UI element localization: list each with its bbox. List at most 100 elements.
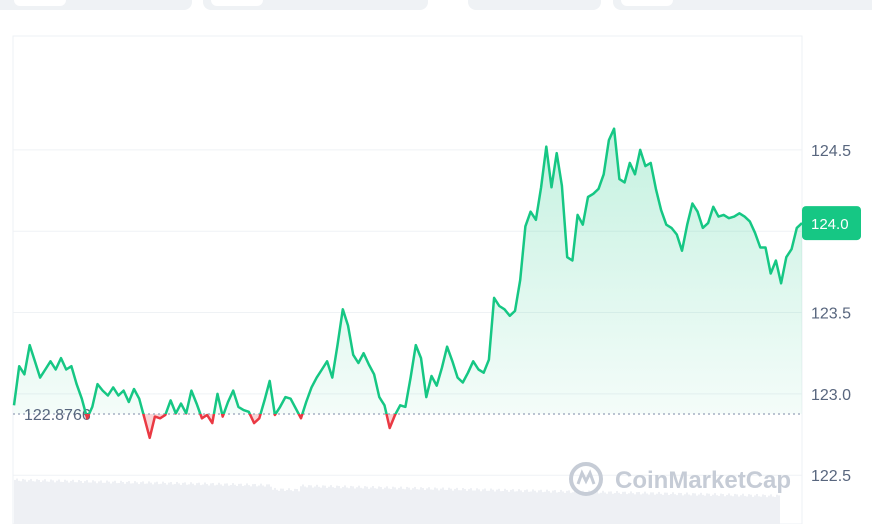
volume-bar: [72, 479, 74, 524]
volume-bar: [730, 495, 732, 524]
current-price-badge: 124.0: [802, 206, 861, 241]
tab-active-pill[interactable]: [621, 0, 673, 6]
volume-bar: [480, 491, 482, 524]
volume-bar: [278, 490, 280, 524]
volume-bar: [324, 485, 326, 524]
area-below-reference: [85, 413, 396, 438]
volume-bar: [164, 483, 166, 524]
volume-bar: [418, 489, 420, 524]
volume-bar: [538, 490, 540, 524]
volume-bar: [196, 483, 198, 524]
tab-group-2[interactable]: [203, 0, 428, 10]
volume-bar: [312, 487, 314, 524]
volume-bar: [446, 490, 448, 524]
volume-bar: [378, 486, 380, 524]
volume-bar: [294, 488, 296, 524]
volume-bar: [454, 488, 456, 524]
tab-active-pill[interactable]: [211, 0, 263, 6]
volume-bar: [518, 489, 520, 524]
area-above-reference: [14, 128, 802, 414]
volume-bar: [64, 479, 66, 524]
volume-bar: [500, 491, 502, 524]
volume-bar: [110, 483, 112, 524]
volume-bar: [234, 484, 236, 524]
volume-bar: [218, 482, 220, 524]
volume-bar: [718, 495, 720, 524]
volume-bar: [412, 488, 414, 524]
tab-group-3[interactable]: [468, 0, 601, 10]
volume-bar: [618, 492, 620, 524]
volume-bar: [750, 494, 752, 524]
volume-bar: [254, 484, 256, 524]
volume-bar: [212, 483, 214, 524]
volume-bar: [508, 491, 510, 524]
current-price-label: 124.0: [811, 216, 849, 233]
volume-bar: [58, 479, 60, 524]
volume-bar: [602, 490, 604, 524]
volume-bar: [622, 491, 624, 524]
volume-bar: [368, 488, 370, 524]
volume-bar: [146, 483, 148, 524]
volume-bar: [498, 488, 500, 524]
volume-bar: [154, 482, 156, 524]
volume-bar: [614, 493, 616, 524]
price-line-down: [84, 413, 397, 440]
volume-bar: [216, 484, 218, 524]
volume-bar: [342, 486, 344, 524]
tab-active-pill[interactable]: [14, 0, 66, 6]
volume-bar: [250, 486, 252, 524]
volume-bar: [410, 489, 412, 524]
volume-bar: [642, 493, 644, 524]
volume-bar: [746, 496, 748, 524]
volume-bar: [596, 491, 598, 524]
volume-bar: [676, 495, 678, 524]
coinmarketcap-logo-icon: [569, 462, 603, 496]
volume-bar: [478, 489, 480, 524]
volume-bar: [284, 490, 286, 524]
volume-bar: [16, 478, 18, 524]
volume-bar: [202, 484, 204, 524]
volume-bar: [664, 492, 666, 524]
volume-bar: [274, 487, 276, 524]
volume-bar: [76, 482, 78, 524]
volume-bar: [520, 490, 522, 524]
volume-bar: [26, 481, 28, 524]
volume-bar: [370, 487, 372, 524]
volume-bar: [556, 492, 558, 524]
volume-bar: [694, 493, 696, 524]
tab-group-4[interactable]: [613, 0, 872, 10]
volume-bar: [40, 482, 42, 524]
volume-bar: [534, 490, 536, 524]
volume-bar: [414, 486, 416, 524]
volume-bar: [470, 488, 472, 524]
volume-bar: [428, 487, 430, 524]
volume-bar: [724, 496, 726, 524]
volume-bar: [14, 479, 16, 524]
volume-bar: [456, 487, 458, 524]
volume-bar: [592, 493, 594, 524]
volume-bar: [434, 487, 436, 524]
volume-bar: [490, 488, 492, 524]
volume-bar: [350, 485, 352, 524]
volume-bar: [662, 494, 664, 524]
volume-bar: [188, 484, 190, 524]
volume-bar: [462, 488, 464, 524]
volume-bar: [542, 492, 544, 524]
volume-bar: [170, 482, 172, 524]
volume-bar: [308, 485, 310, 524]
volume-bar: [430, 489, 432, 524]
volume-bar: [394, 487, 396, 524]
volume-bar: [494, 491, 496, 524]
volume-bars: [14, 478, 780, 524]
volume-bar: [260, 483, 262, 524]
watermark: CoinMarketCap: [569, 462, 791, 496]
volume-bar: [178, 483, 180, 524]
tab-group-1[interactable]: [0, 0, 192, 10]
volume-bar: [512, 489, 514, 524]
volume-bar: [340, 488, 342, 524]
volume-bar: [736, 494, 738, 524]
volume-bar: [616, 491, 618, 524]
volume-bar: [680, 493, 682, 524]
volume-bar: [570, 492, 572, 524]
volume-bar: [214, 485, 216, 524]
